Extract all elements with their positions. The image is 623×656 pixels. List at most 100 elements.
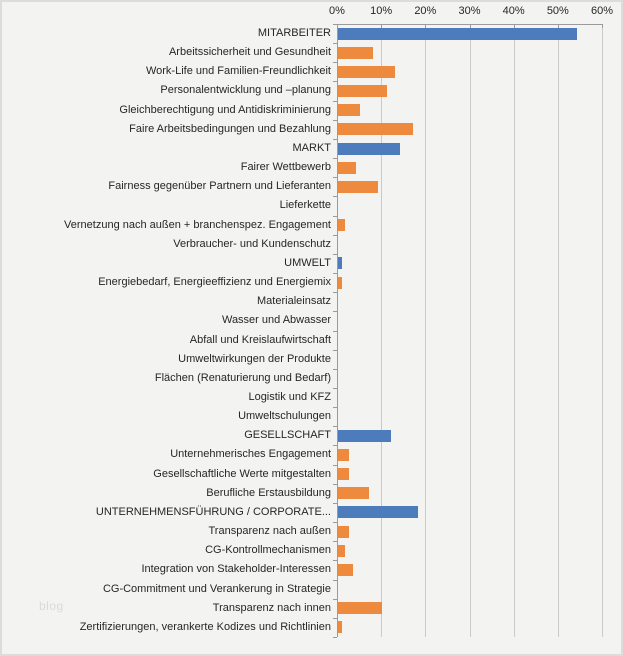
sub-category-bar: [338, 85, 387, 98]
category-label: CG-Kontrollmechanismen: [205, 544, 331, 557]
x-axis-tick: [381, 24, 383, 28]
y-axis-tick: [333, 617, 337, 619]
category-label: Logistik und KFZ: [248, 390, 331, 403]
sub-category-bar: [338, 563, 354, 576]
y-axis-tick: [333, 158, 337, 160]
category-label: Transparenz nach außen: [208, 525, 332, 538]
x-axis-tick-label: 20%: [414, 5, 437, 17]
y-axis-tick: [333, 560, 337, 562]
x-axis-line: [337, 24, 603, 25]
y-axis-tick: [333, 138, 337, 140]
category-label: Unternehmerisches Engagement: [170, 448, 331, 461]
sub-category-bar: [338, 449, 350, 462]
sub-category-bar: [338, 525, 350, 538]
sub-category-bar: [338, 161, 356, 174]
gridline: [513, 24, 515, 637]
gridline: [469, 24, 471, 637]
y-axis-tick: [333, 598, 337, 600]
category-label: Work-Life und Familien-Freundlichkeit: [145, 65, 331, 78]
category-label: Umweltwirkungen der Produkte: [178, 352, 331, 365]
x-axis-tick-label: 0%: [329, 5, 345, 17]
y-axis-tick: [333, 292, 337, 294]
category-label: Arbeitssicherheit und Gesundheit: [168, 46, 331, 59]
category-label: Energiebedarf, Energieeffizienz und Ener…: [98, 276, 331, 289]
category-label: Wasser und Abwasser: [221, 314, 331, 327]
category-label: Umweltschulungen: [238, 410, 331, 423]
y-axis-tick: [333, 100, 337, 102]
y-axis-tick: [333, 62, 337, 64]
gridline: [381, 24, 383, 637]
main-category-bar: [338, 429, 391, 442]
category-label: UMWELT: [284, 256, 331, 269]
category-label: MITARBEITER: [257, 27, 331, 39]
category-label: CG-Commitment und Verankerung in Strateg…: [102, 582, 331, 595]
category-label: Gesellschaftliche Werte mitgestalten: [153, 467, 331, 480]
y-axis-tick: [333, 368, 337, 370]
category-label: Fairer Wettbewerb: [240, 161, 331, 174]
category-label: Gleichberechtigung und Antidiskriminieru…: [119, 103, 331, 116]
sub-category-bar: [338, 104, 361, 117]
x-axis-tick-label: 50%: [546, 5, 569, 17]
category-label: Materialeinsatz: [257, 295, 331, 308]
category-label: UNTERNEHMENSFÜHRUNG / CORPORATE...: [95, 505, 331, 518]
sub-category-bar: [338, 602, 383, 615]
y-axis-tick: [333, 196, 337, 198]
sub-category-bar: [338, 180, 378, 193]
y-axis-line: [337, 24, 338, 637]
y-axis-tick: [333, 464, 337, 466]
category-label: Lieferkette: [279, 199, 331, 212]
y-axis-tick: [333, 522, 337, 524]
y-axis-tick: [333, 215, 337, 217]
y-axis-tick: [333, 387, 337, 389]
y-axis-tick: [333, 43, 337, 45]
gridline: [602, 24, 603, 637]
y-axis-tick: [333, 273, 337, 275]
x-axis-tick: [513, 24, 515, 28]
main-category-bar: [338, 142, 400, 155]
y-axis-tick: [333, 234, 337, 236]
y-axis-tick: [333, 426, 337, 428]
y-axis-tick: [333, 407, 337, 409]
gridline: [557, 24, 559, 637]
category-label: Berufliche Erstausbildung: [206, 486, 331, 499]
gridline: [425, 24, 427, 637]
y-axis-tick: [333, 311, 337, 313]
main-category-bar: [338, 506, 418, 519]
sub-category-bar: [338, 46, 374, 59]
sub-category-bar: [338, 544, 345, 557]
category-label: Faire Arbeitsbedingungen und Bezahlung: [129, 122, 331, 135]
y-axis-tick: [333, 541, 337, 543]
sub-category-bar: [338, 621, 343, 634]
x-axis-tick: [425, 24, 427, 28]
category-label: Verbraucher- und Kundenschutz: [173, 237, 331, 250]
category-label: Transparenz nach innen: [212, 601, 331, 614]
category-label: MARKT: [292, 141, 332, 154]
y-axis-tick: [333, 119, 337, 121]
x-axis-tick-label: 30%: [458, 5, 481, 17]
x-axis-tick: [602, 24, 603, 28]
y-axis-tick: [333, 253, 337, 255]
y-axis-tick: [333, 349, 337, 351]
sub-category-bar: [338, 487, 369, 500]
y-axis-tick: [333, 24, 337, 25]
category-label: Personalentwicklung und –planung: [160, 84, 331, 97]
y-axis-tick: [333, 177, 337, 179]
x-axis-tick: [469, 24, 471, 28]
y-axis-tick: [333, 445, 337, 447]
category-label: Fairness gegenüber Partnern und Lieferan…: [108, 180, 331, 193]
category-label: GESELLSCHAFT: [244, 429, 331, 442]
category-label: Vernetzung nach außen + branchenspez. En…: [64, 218, 331, 231]
y-axis-tick: [333, 637, 337, 638]
y-axis-tick: [333, 330, 337, 332]
x-axis-tick-label: 10%: [370, 5, 393, 17]
y-axis-tick: [333, 502, 337, 504]
sub-category-bar: [338, 219, 345, 232]
sub-category-bar: [338, 468, 350, 481]
sub-category-bar: [338, 65, 396, 78]
main-category-bar: [338, 27, 577, 40]
sub-category-bar: [338, 123, 414, 136]
category-label: Integration von Stakeholder-Interessen: [141, 563, 331, 576]
watermark: blog: [39, 599, 64, 613]
